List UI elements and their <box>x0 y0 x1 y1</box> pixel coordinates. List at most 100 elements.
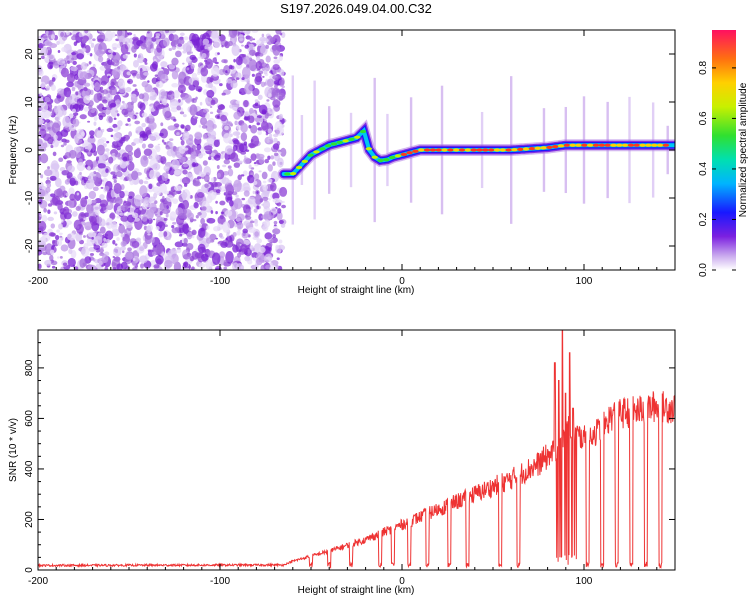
noise-blob <box>58 190 64 198</box>
noise-blob <box>95 49 104 57</box>
noise-blob <box>134 88 138 92</box>
noise-blob <box>236 230 241 236</box>
noise-blob <box>136 73 141 79</box>
noise-blob <box>272 44 281 56</box>
noise-blob <box>247 196 256 205</box>
noise-blob <box>256 238 263 244</box>
noise-blob <box>272 63 280 71</box>
noise-blob <box>223 266 228 270</box>
noise-blob <box>93 115 98 121</box>
noise-blob <box>235 77 240 81</box>
noise-blob <box>125 222 133 229</box>
noise-blob <box>197 243 206 253</box>
noise-blob <box>118 35 126 45</box>
noise-blob <box>144 62 148 65</box>
noise-blob <box>50 223 56 229</box>
noise-blob <box>276 211 283 221</box>
noise-blob <box>243 55 251 65</box>
noise-blob <box>71 51 77 56</box>
noise-blob <box>255 257 263 266</box>
noise-blob <box>104 185 110 192</box>
noise-blob <box>228 30 238 38</box>
noise-blob <box>79 171 82 175</box>
ridge-core <box>342 139 349 143</box>
noise-blob <box>179 32 185 37</box>
noise-blob <box>53 134 58 141</box>
noise-blob <box>273 224 277 227</box>
noise-blob <box>254 231 259 237</box>
noise-blob <box>179 111 185 115</box>
noise-blob <box>201 206 207 211</box>
noise-blob <box>87 120 91 123</box>
noise-blob <box>81 246 90 257</box>
ridge-core <box>569 143 576 147</box>
noise-blob <box>106 127 114 133</box>
noise-blob <box>240 174 245 177</box>
noise-blob <box>244 83 253 95</box>
noise-blob <box>226 196 233 201</box>
noise-blob <box>177 43 183 47</box>
noise-blob <box>162 195 165 200</box>
noise-blob <box>67 165 75 173</box>
noise-blob <box>270 155 275 160</box>
noise-blob <box>269 37 276 44</box>
noise-blob <box>212 124 217 129</box>
noise-blob <box>278 92 286 100</box>
noise-blob <box>62 109 67 116</box>
noise-blob <box>161 172 169 182</box>
noise-blob <box>125 123 129 126</box>
noise-blob <box>45 85 51 91</box>
noise-blob <box>256 154 260 157</box>
noise-blob <box>57 256 60 259</box>
noise-blob <box>122 156 128 162</box>
ridge-core <box>505 148 512 152</box>
noise-blob <box>118 79 126 89</box>
noise-blob <box>176 38 185 46</box>
noise-blob <box>148 196 156 202</box>
noise-blob <box>39 102 49 113</box>
noise-blob <box>265 44 269 49</box>
noise-blob <box>117 30 123 37</box>
noise-blob <box>50 232 56 237</box>
noise-blob <box>78 32 83 38</box>
noise-blob <box>162 98 168 106</box>
noise-blob <box>222 164 227 168</box>
noise-blob <box>47 203 53 207</box>
noise-blob <box>231 243 236 247</box>
noise-blob <box>219 103 225 110</box>
noise-blob <box>232 144 238 152</box>
noise-blob <box>262 200 271 210</box>
noise-blob <box>171 46 176 50</box>
noise-blob <box>223 59 228 64</box>
noise-blob <box>187 212 195 220</box>
noise-blob <box>233 58 236 63</box>
noise-blob <box>180 139 185 146</box>
noise-blob <box>141 65 151 72</box>
noise-blob <box>100 137 107 143</box>
noise-blob <box>276 157 284 168</box>
noise-blob <box>232 232 237 237</box>
snr-y-tick-label: 800 <box>24 359 35 376</box>
noise-blob <box>122 250 125 254</box>
noise-blob <box>112 174 117 179</box>
noise-blob <box>155 172 161 177</box>
noise-blob <box>266 139 270 143</box>
noise-blob <box>186 51 192 56</box>
noise-blob <box>191 229 197 236</box>
noise-blob <box>202 160 208 166</box>
noise-blob <box>66 73 76 83</box>
noise-blob <box>272 75 279 80</box>
noise-blob <box>160 156 167 165</box>
noise-blob <box>59 235 63 238</box>
noise-blob <box>114 197 123 206</box>
noise-blob <box>217 223 223 231</box>
noise-blob <box>97 30 106 33</box>
noise-blob <box>273 152 279 157</box>
noise-blob <box>201 200 211 212</box>
noise-blob <box>229 200 234 207</box>
noise-blob <box>120 64 127 71</box>
noise-blob <box>116 237 120 241</box>
noise-blob <box>266 207 271 212</box>
noise-blob <box>135 112 139 115</box>
noise-blob <box>104 148 110 152</box>
